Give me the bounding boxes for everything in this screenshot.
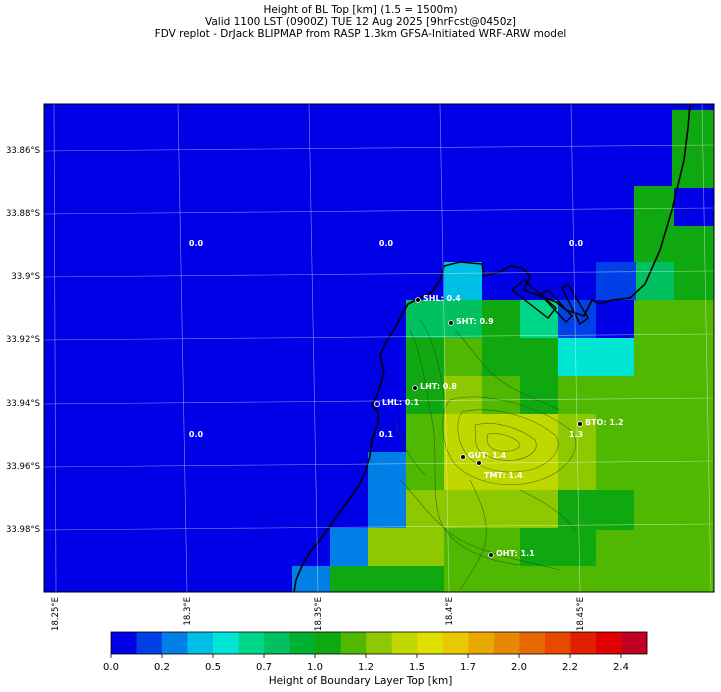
colorbar-tick: 2.4 <box>613 662 629 673</box>
colorbar-swatch <box>544 632 571 654</box>
colorbar-swatch <box>136 632 163 654</box>
lat-label: 33.92°S <box>6 335 40 345</box>
colorbar-tick: 0.5 <box>205 662 221 673</box>
colorbar-swatch <box>340 632 367 654</box>
map-title: Height of BL Top [km] (1.5 = 1500m) Vali… <box>0 4 721 40</box>
colorbar-swatch <box>213 632 239 654</box>
colorbar-tick: 1.2 <box>358 662 374 673</box>
colorbar-swatch <box>238 632 265 654</box>
station-oht[interactable]: OHT: 1.1 <box>488 549 536 558</box>
station-label: LHL: 0.1 <box>382 398 419 407</box>
grid-value: 0.1 <box>379 430 394 439</box>
station-label: BTO: 1.2 <box>585 418 624 427</box>
colorbar <box>110 631 648 658</box>
colorbar-frame <box>110 631 648 655</box>
lon-label: 18.25°E <box>51 597 61 631</box>
colorbar-swatch <box>519 632 546 654</box>
lat-label: 33.98°S <box>6 525 40 535</box>
colorbar-swatch <box>111 632 137 654</box>
title-line-1: Height of BL Top [km] (1.5 = 1500m) <box>263 4 458 16</box>
station-label: GUT: 1.4 <box>468 451 507 460</box>
colorbar-swatch <box>162 632 188 654</box>
colorbar-swatch <box>570 632 597 654</box>
colorbar-tick: 0.2 <box>154 662 170 673</box>
colorbar-swatch <box>468 632 495 654</box>
station-shl[interactable]: SHL: 0.4 <box>415 294 462 303</box>
colorbar-tick: 1.5 <box>409 662 425 673</box>
bl-height-field: 0.0 0.0 0.0 0.0 0.1 1.3 SHL: 0.4 SHT: 0.… <box>44 104 714 592</box>
colorbar-tick: 0.0 <box>103 662 119 673</box>
colorbar-swatch <box>366 632 393 654</box>
lat-label: 33.86°S <box>6 146 40 156</box>
title-line-2: Valid 1100 LST (0900Z) TUE 12 Aug 2025 [… <box>204 16 517 28</box>
colorbar-swatch <box>315 632 342 654</box>
station-sht[interactable]: SHT: 0.9 <box>448 317 494 326</box>
colorbar-tick: 1.0 <box>307 662 323 673</box>
colorbar-swatch <box>417 632 444 654</box>
title-line-3: FDV replot - DrJack BLIPMAP from RASP 1.… <box>154 28 567 40</box>
station-label: SHT: 0.9 <box>456 317 494 326</box>
grid-value: 0.0 <box>379 239 394 248</box>
colorbar-swatch <box>391 632 418 654</box>
grid-value: 0.0 <box>569 239 584 248</box>
lat-label: 33.9°S <box>11 272 40 282</box>
colorbar-swatch <box>289 632 316 654</box>
colorbar-swatch <box>595 632 622 654</box>
colorbar-tick: 1.7 <box>460 662 476 673</box>
colorbar-label: Height of Boundary Layer Top [km] <box>268 675 453 687</box>
coastline-west <box>293 265 445 592</box>
lon-label: 18.35°E <box>314 597 324 631</box>
colorbar-swatch <box>621 632 648 654</box>
station-lht[interactable]: LHT: 0.8 <box>412 382 458 391</box>
station-bto[interactable]: BTO: 1.2 <box>577 418 624 427</box>
station-label: TMT: 1.4 <box>484 471 523 480</box>
lon-label: 18.3°E <box>183 597 193 626</box>
colorbar-tick: 2.2 <box>562 662 578 673</box>
colorbar-swatch <box>442 632 469 654</box>
colorbar-swatch <box>493 632 520 654</box>
colorbar-swatch <box>264 632 290 654</box>
lat-label: 33.94°S <box>6 399 40 409</box>
lat-label: 33.88°S <box>6 209 40 219</box>
colorbar-tick: 2.0 <box>511 662 527 673</box>
colorbar-tick: 0.7 <box>256 662 272 673</box>
grid-value: 1.3 <box>569 430 583 439</box>
station-label: LHT: 0.8 <box>420 382 457 391</box>
station-tmt[interactable]: TMT: 1.4 <box>476 460 523 480</box>
lat-label: 33.96°S <box>6 462 40 472</box>
grid-value: 0.0 <box>189 430 204 439</box>
station-label: SHL: 0.4 <box>423 294 461 303</box>
lon-label: 18.45°E <box>576 597 586 631</box>
grid-value: 0.0 <box>189 239 204 248</box>
station-label: OHT: 1.1 <box>496 549 535 558</box>
plot-frame <box>43 103 715 593</box>
station-gut[interactable]: GUT: 1.4 <box>460 451 507 460</box>
colorbar-swatch <box>187 632 214 654</box>
station-lhl[interactable]: LHL: 0.1 <box>373 398 419 408</box>
lon-label: 18.4°E <box>445 597 455 626</box>
